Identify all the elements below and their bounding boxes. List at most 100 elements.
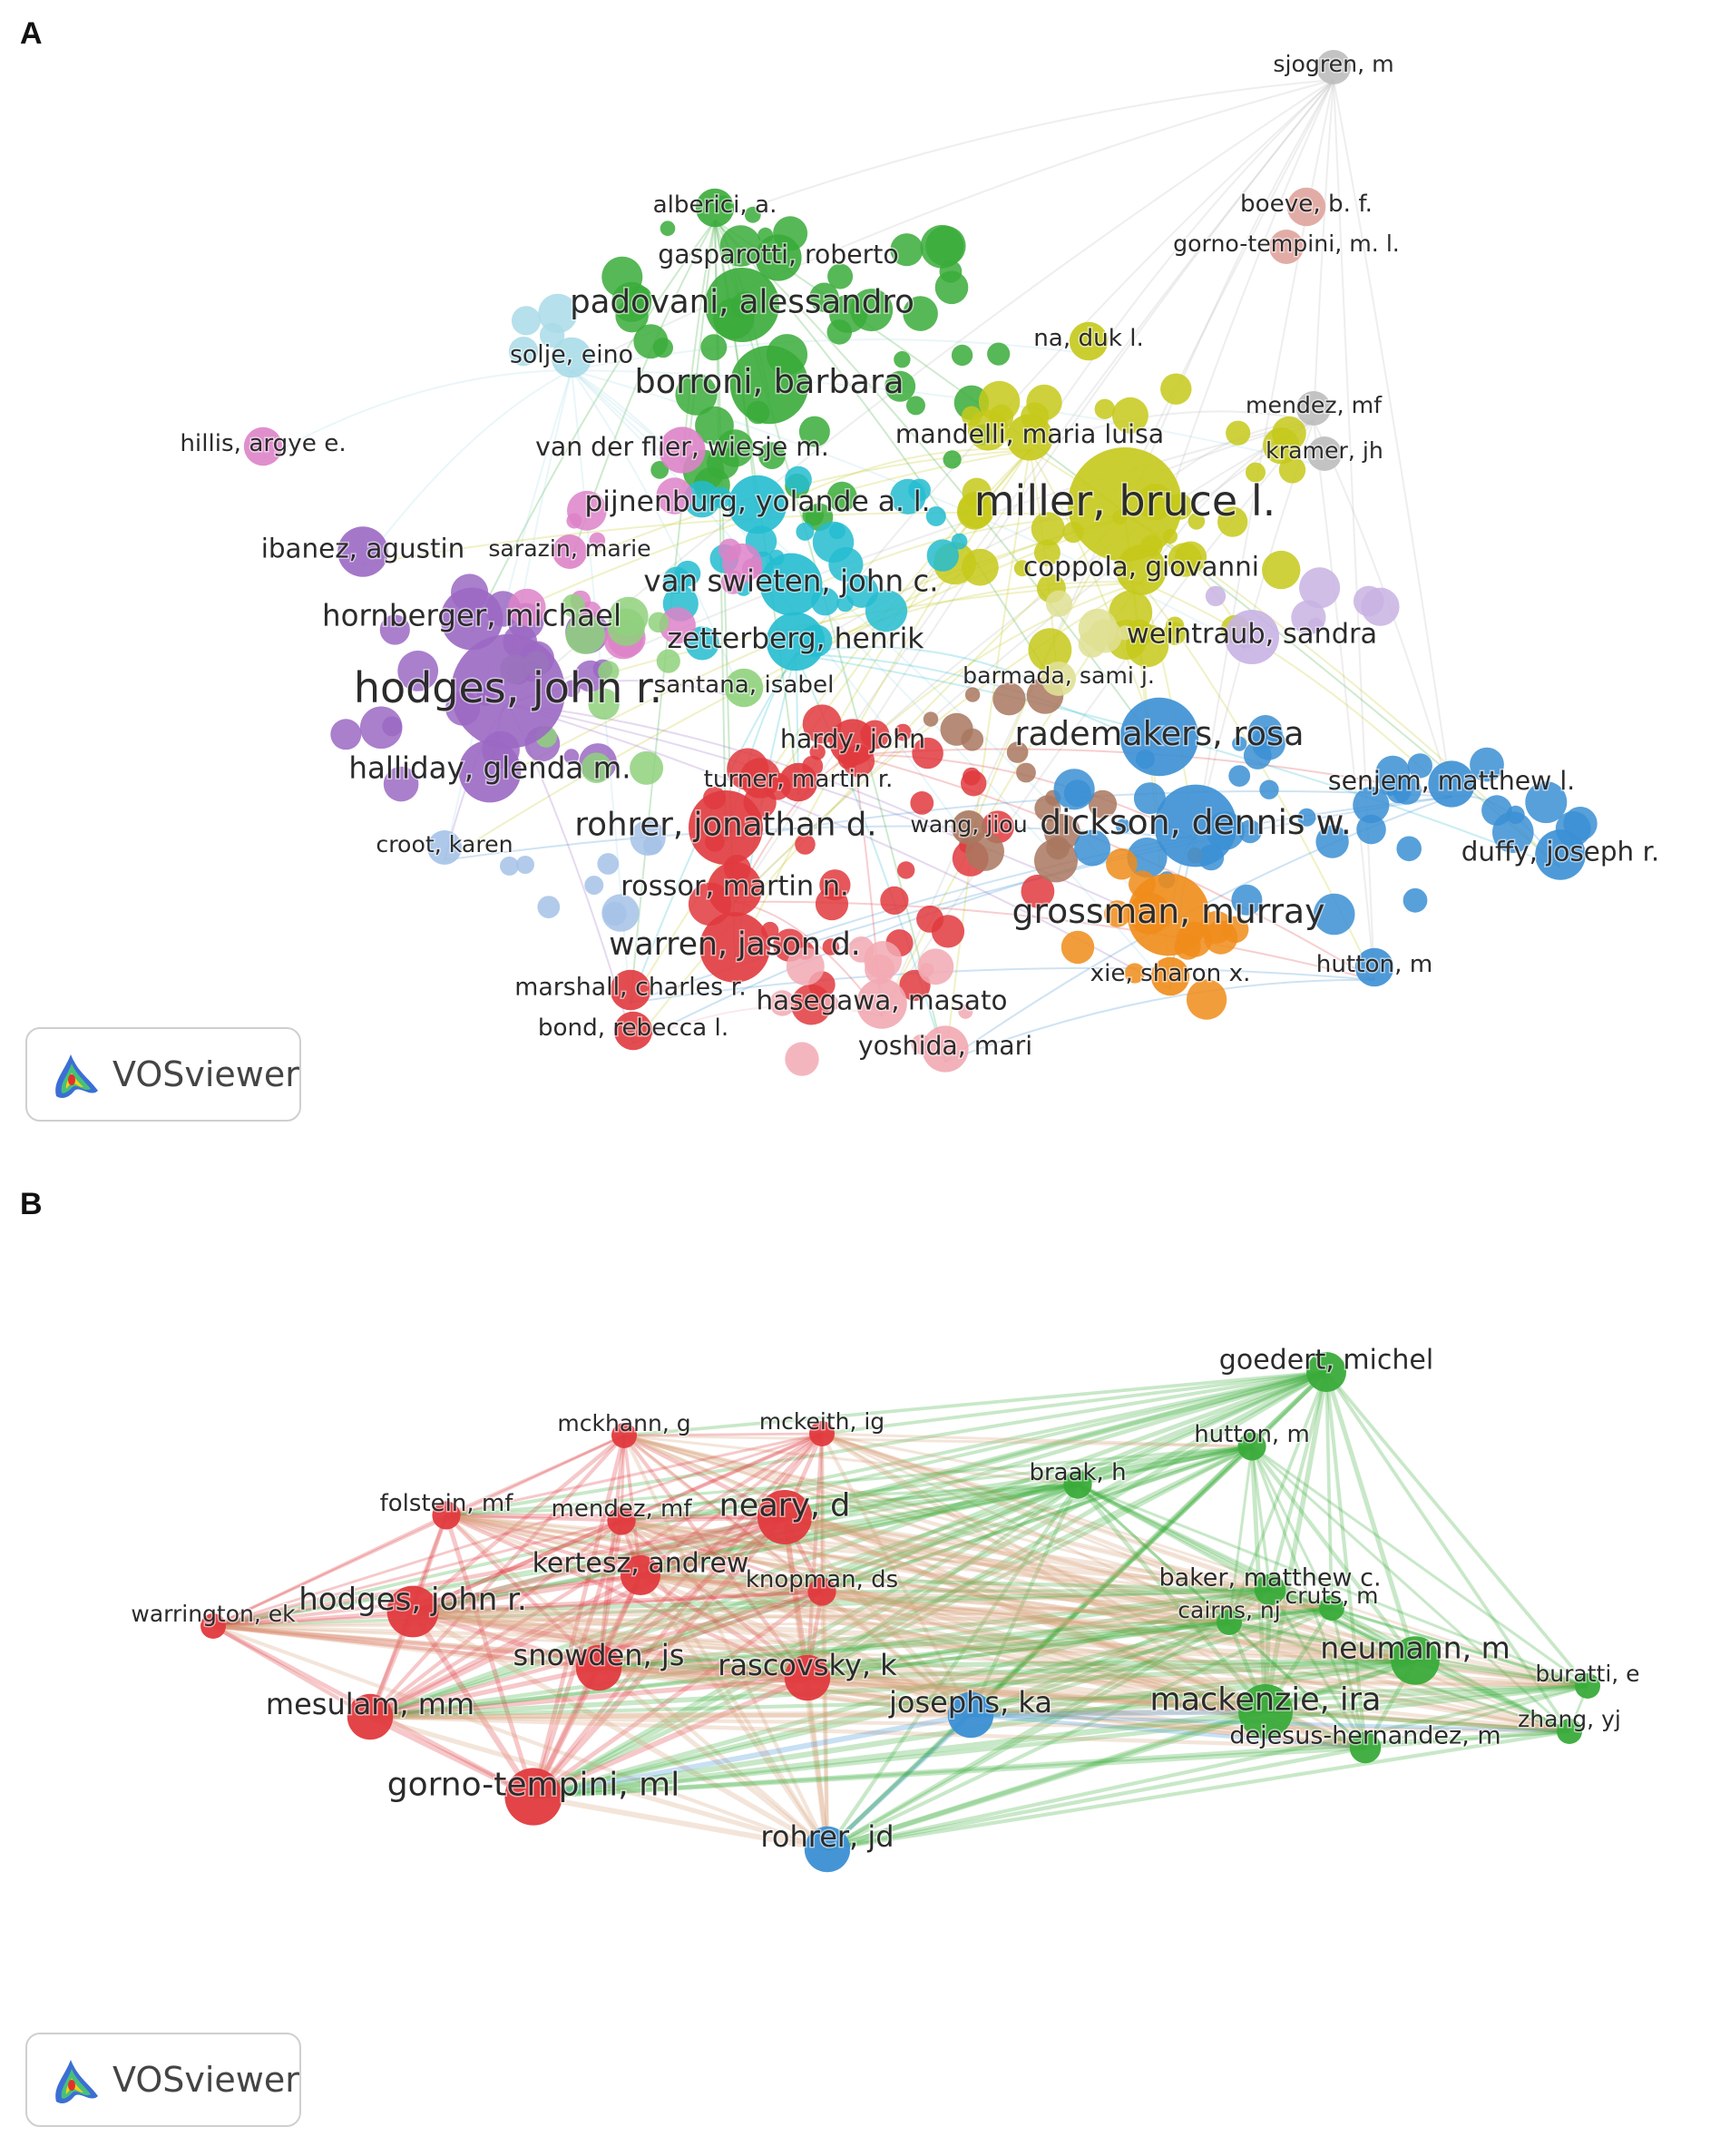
edge <box>622 1433 787 1520</box>
node-hornberger-michael[interactable] <box>440 587 503 651</box>
node-gasparotti-roberto[interactable] <box>755 234 802 281</box>
node-alberici-a[interactable] <box>695 188 735 228</box>
edge <box>784 1514 1570 1734</box>
node-knopman-ds[interactable] <box>807 1577 836 1606</box>
node-turner-martin-r[interactable] <box>778 762 818 802</box>
cluster-bubble <box>656 649 680 673</box>
node-senjem-matthew-l[interactable] <box>1428 760 1475 808</box>
node-folstein-mf[interactable] <box>432 1501 461 1530</box>
node-rossor-martin-n[interactable] <box>708 862 762 916</box>
vosviewer-badge[interactable]: VOSviewer <box>25 2033 301 2127</box>
node-rohrer-jd[interactable] <box>804 1826 851 1873</box>
node-rohrer-jonathan-d[interactable] <box>689 790 763 865</box>
node-van-der-flier-wiesje-m[interactable] <box>659 426 706 474</box>
node-baker-matthew-c[interactable] <box>1254 1573 1286 1606</box>
node-hasegawa-masato[interactable] <box>856 978 907 1029</box>
node-warren-jason-d[interactable] <box>699 912 770 983</box>
cluster-bubble <box>1126 624 1169 668</box>
vosviewer-logo-icon <box>55 1054 98 1098</box>
node-xie-sharon-x[interactable] <box>1150 956 1190 996</box>
node-rademakers-rosa[interactable] <box>1119 697 1199 777</box>
node-josephs-ka[interactable] <box>947 1691 994 1739</box>
node-borroni-barbara[interactable] <box>729 345 809 425</box>
node-bond-rebecca-l[interactable] <box>613 1011 653 1051</box>
edge <box>212 1514 447 1628</box>
edge <box>369 1709 1266 1720</box>
node-coppola-giovanni[interactable] <box>1116 544 1167 595</box>
edge <box>821 1432 1570 1733</box>
edge <box>640 1573 1230 1624</box>
node-boeve-b-f[interactable] <box>1286 187 1326 227</box>
node-pijnenburg-yolande-a-l[interactable] <box>728 475 787 534</box>
node-hodges-john-r[interactable] <box>386 1585 439 1638</box>
node-halliday-glenda-m[interactable] <box>458 740 522 803</box>
node-dickson-dennis-w[interactable] <box>1154 784 1237 867</box>
node-zhang-yj[interactable] <box>1557 1719 1582 1744</box>
node-mackenzie-ira[interactable] <box>1238 1684 1293 1739</box>
node-cairns-nj[interactable] <box>1217 1610 1242 1635</box>
edge <box>969 1484 1080 1716</box>
node-mckeith-ig[interactable] <box>809 1421 835 1446</box>
node-gorno-tempini-m-l[interactable] <box>1269 230 1304 264</box>
node-neumann-m[interactable] <box>1391 1636 1440 1685</box>
node-grossman-murray[interactable] <box>1127 873 1210 956</box>
node-sjogren-m[interactable] <box>1316 50 1351 84</box>
node-neary-d[interactable] <box>757 1490 812 1544</box>
cluster-bubble <box>538 293 578 334</box>
node-kertesz-andrew[interactable] <box>621 1555 660 1595</box>
node-warrington-ek[interactable] <box>200 1613 226 1639</box>
node-duffy-joseph-r[interactable] <box>1535 829 1586 880</box>
edge <box>412 1609 1366 1750</box>
node-na-duk-l[interactable] <box>1069 321 1109 361</box>
edge <box>1268 1371 1328 1591</box>
node-hutton-m[interactable] <box>1237 1432 1266 1461</box>
node-barmada-sami-j[interactable] <box>1041 662 1076 696</box>
edge <box>784 1514 1588 1689</box>
node-weintraub-sandra[interactable] <box>1225 610 1279 664</box>
edge <box>412 1514 786 1615</box>
node-kramer-jh[interactable] <box>1307 436 1342 471</box>
edge <box>1313 420 1375 981</box>
node-hodges-john-r[interactable] <box>451 634 565 749</box>
node-dejesus-hernandez-m[interactable] <box>1349 1731 1382 1764</box>
edge-layer <box>211 1369 1589 1852</box>
node-croot-karen[interactable] <box>427 830 462 865</box>
cluster-bubble <box>1078 608 1118 648</box>
node-yoshida-mari[interactable] <box>922 1025 969 1073</box>
node-sarazin-marie[interactable] <box>552 534 587 569</box>
node-solje-eino[interactable] <box>551 337 592 378</box>
node-snowden-js[interactable] <box>575 1644 622 1691</box>
node-mandelli-maria-luisa[interactable] <box>1006 414 1053 461</box>
node-mckhann-g[interactable] <box>611 1423 637 1448</box>
node-hutton-m[interactable] <box>1354 947 1394 987</box>
node-label: cruts, m <box>1285 1583 1379 1609</box>
edge <box>806 1483 1080 1680</box>
node-miller-bruce-l[interactable] <box>1068 447 1182 562</box>
vosviewer-badge[interactable]: VOSviewer <box>25 1027 301 1122</box>
node-mendez-mf[interactable] <box>1296 391 1331 426</box>
node-zetterberg-henrik[interactable] <box>766 612 826 671</box>
node-van-swieten-john-c[interactable] <box>759 553 823 616</box>
edge <box>806 1369 1328 1681</box>
node-gorno-tempini-ml[interactable] <box>504 1768 562 1826</box>
cluster-bubble <box>1074 829 1111 867</box>
node-braak-h[interactable] <box>1063 1470 1092 1499</box>
node-wang-jiou[interactable] <box>952 810 986 845</box>
edge <box>412 1608 1266 1715</box>
node-hardy-john[interactable] <box>829 719 876 766</box>
node-mendez-mf[interactable] <box>607 1506 636 1535</box>
node-mesulam-mm[interactable] <box>347 1693 394 1740</box>
node-hillis-argye-e[interactable] <box>243 426 283 466</box>
node-ibanez-agustin[interactable] <box>337 526 388 577</box>
node-santana-isabel[interactable] <box>724 668 764 708</box>
node-rascovsky-k[interactable] <box>784 1654 831 1701</box>
cluster-bubble <box>1403 887 1428 913</box>
node-buratti-e[interactable] <box>1575 1673 1600 1699</box>
node-label: pijnenburg, yolande a. l. <box>584 485 930 518</box>
edge <box>369 1444 1253 1720</box>
edge <box>598 1665 1266 1714</box>
node-padovani-alessandro[interactable] <box>705 268 779 342</box>
node-cruts-m[interactable] <box>1319 1595 1344 1621</box>
node-goedert-michel[interactable] <box>1306 1352 1346 1392</box>
node-marshall-charles-r[interactable] <box>610 969 651 1011</box>
